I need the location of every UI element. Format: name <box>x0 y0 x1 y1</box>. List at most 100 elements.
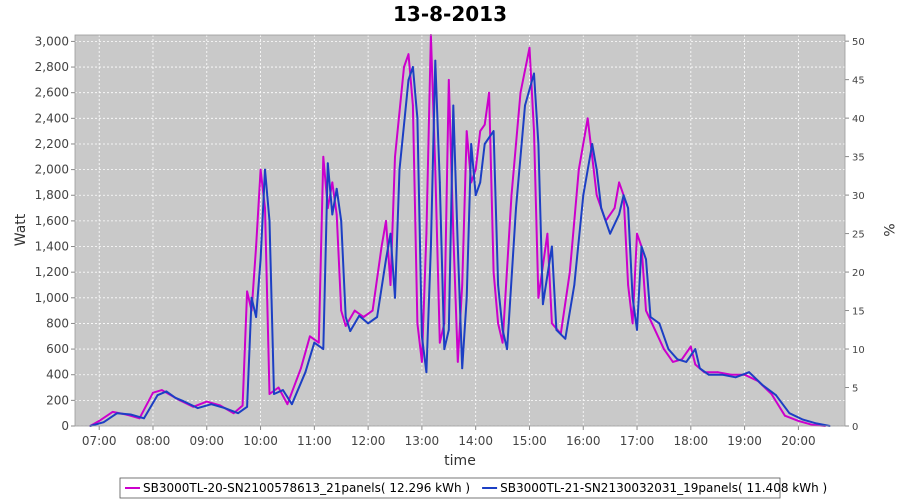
y2-tick-label: 30 <box>852 191 865 202</box>
data-point <box>98 420 101 422</box>
data-point <box>210 403 213 406</box>
data-point <box>595 168 598 171</box>
data-point <box>412 104 414 107</box>
data-point <box>116 412 118 415</box>
data-point <box>421 335 423 338</box>
legend-item-1: SB3000TL-20-SN2100578613_21panels( 12.29… <box>143 481 470 495</box>
data-point <box>340 309 343 312</box>
y-axis: 0 200 400 600 800 1,000 1,200 1,400 1,600 1,800 2,… <box>35 34 75 433</box>
data-point <box>645 258 647 261</box>
legend: SB3000TL-20-SN2100578613_21panels( 12.29… <box>119 477 827 499</box>
data-point <box>465 130 468 133</box>
data-point <box>497 284 499 286</box>
data-point <box>631 322 634 325</box>
data-point <box>264 168 266 171</box>
data-point <box>309 335 311 338</box>
data-point <box>698 367 701 370</box>
data-point <box>161 389 163 391</box>
data-point <box>533 72 535 75</box>
data-point <box>362 316 365 318</box>
data-point <box>761 384 764 386</box>
data-point <box>425 371 428 374</box>
data-point <box>407 79 410 81</box>
data-point <box>640 245 643 248</box>
x-tick-label: 15:00 <box>512 434 547 448</box>
data-point <box>389 284 392 286</box>
grid <box>75 35 845 427</box>
data-point <box>707 373 710 376</box>
data-point <box>394 155 396 158</box>
data-point <box>483 143 486 145</box>
x-tick-label: 07:00 <box>82 434 117 448</box>
data-point <box>595 194 598 197</box>
data-point <box>573 284 576 286</box>
data-point <box>335 187 338 190</box>
data-point <box>497 322 499 325</box>
data-point <box>555 329 558 331</box>
data-point <box>255 316 257 318</box>
y-tick-label: 2,800 <box>35 60 69 74</box>
x-axis: 07:00 08:00 09:00 10:00 11:00 12:00 13:00 14:00… <box>82 426 816 448</box>
data-point <box>443 348 446 350</box>
data-point <box>331 181 334 184</box>
data-point <box>591 155 594 158</box>
data-point <box>618 213 620 216</box>
series-layer <box>89 34 831 427</box>
data-point <box>438 341 441 344</box>
data-point <box>367 322 369 325</box>
data-point <box>304 371 307 374</box>
data-point <box>326 162 329 165</box>
y-tick-label: 2,600 <box>35 86 69 100</box>
data-point <box>689 345 692 348</box>
data-point <box>533 130 535 133</box>
data-point <box>246 405 249 408</box>
data-point <box>434 168 437 171</box>
data-point <box>551 322 553 325</box>
data-point <box>645 309 647 312</box>
data-point <box>268 220 271 222</box>
y-tick-label: 2,400 <box>35 111 69 125</box>
chart-title: 13-8-2013 <box>393 2 507 26</box>
x-tick-label: 19:00 <box>727 434 762 448</box>
data-point <box>425 232 428 235</box>
data-point <box>515 207 517 210</box>
y2-tick-label: 20 <box>852 268 865 279</box>
data-point <box>371 309 374 312</box>
x-tick-label: 16:00 <box>566 434 601 448</box>
data-point <box>775 394 777 397</box>
data-point <box>282 389 284 391</box>
data-point <box>358 314 361 317</box>
data-point <box>403 66 405 68</box>
data-point <box>591 143 594 145</box>
data-point <box>322 155 325 158</box>
data-point <box>649 316 652 318</box>
x-tick-label: 13:00 <box>405 434 440 448</box>
data-point <box>430 245 432 248</box>
x-axis-label: time <box>444 453 476 469</box>
data-point <box>434 59 437 62</box>
y2-tick-label: 15 <box>852 307 865 318</box>
data-point <box>353 309 356 312</box>
data-point <box>730 373 733 376</box>
data-point <box>344 325 347 327</box>
data-point <box>537 143 540 145</box>
data-point <box>344 316 347 318</box>
plot-area <box>75 35 845 426</box>
data-point <box>416 117 419 120</box>
data-point <box>537 296 540 299</box>
data-point <box>627 207 629 210</box>
data-point <box>636 329 638 331</box>
data-point <box>317 341 320 344</box>
data-point <box>394 296 396 299</box>
data-point <box>205 400 208 403</box>
data-point <box>609 232 611 235</box>
data-point <box>815 422 818 425</box>
data-point <box>129 413 132 416</box>
data-point <box>492 130 495 133</box>
x-tick-label: 11:00 <box>297 434 332 448</box>
data-point <box>447 79 450 81</box>
data-point <box>510 194 513 197</box>
data-point <box>223 407 226 409</box>
y2-axis-label: % <box>880 223 896 236</box>
